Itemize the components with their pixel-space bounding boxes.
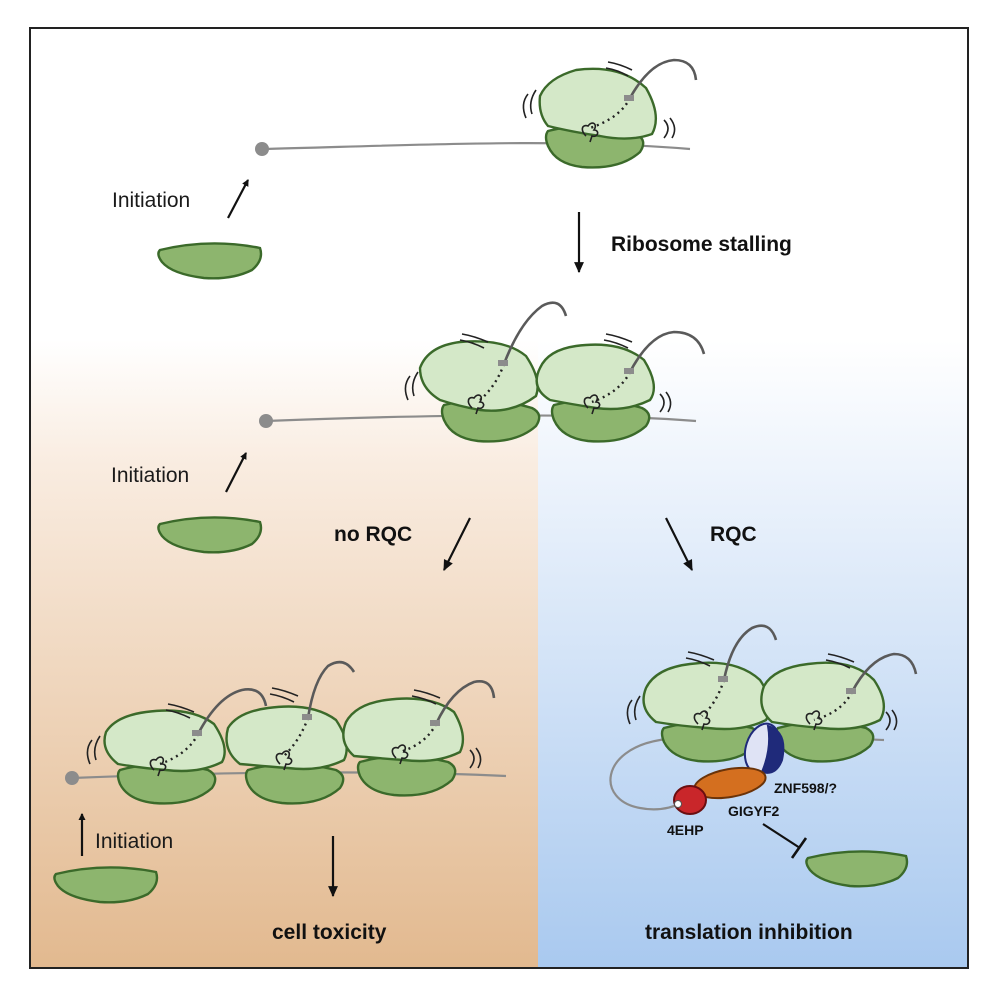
exit-tunnel-marker [624,95,634,101]
large-subunit [227,707,347,770]
cap-binding-dot [675,801,682,808]
exit-tunnel-marker [302,714,312,720]
exit-tunnel-marker [624,368,634,374]
mrna-cap-top [255,142,269,156]
mrna-cap-bottom-left [65,771,79,785]
exit-tunnel-marker [430,720,440,726]
cell-toxicity-label: cell toxicity [272,921,387,944]
initiation-label-middle: Initiation [111,464,189,487]
initiation-label-bottom: Initiation [95,830,173,853]
mrna-cap-middle [259,414,273,428]
translation-inhibition-label: translation inhibition [645,921,853,944]
ribosome-stalling-label: Ribosome stalling [611,233,792,256]
exit-tunnel-marker [498,360,508,366]
gigyf2-label: GIGYF2 [728,803,780,819]
exit-tunnel-marker [846,688,856,694]
fourehp-label: 4EHP [667,822,704,838]
exit-tunnel-marker [192,730,202,736]
exit-tunnel-marker [718,676,728,682]
fourehp-protein [674,786,706,814]
znf598-label: ZNF598/? [774,780,837,796]
no-rqc-label: no RQC [334,523,412,546]
large-subunit [644,663,770,729]
large-subunit [537,345,654,409]
rqc-label: RQC [710,523,757,546]
initiation-label-top: Initiation [112,189,190,212]
